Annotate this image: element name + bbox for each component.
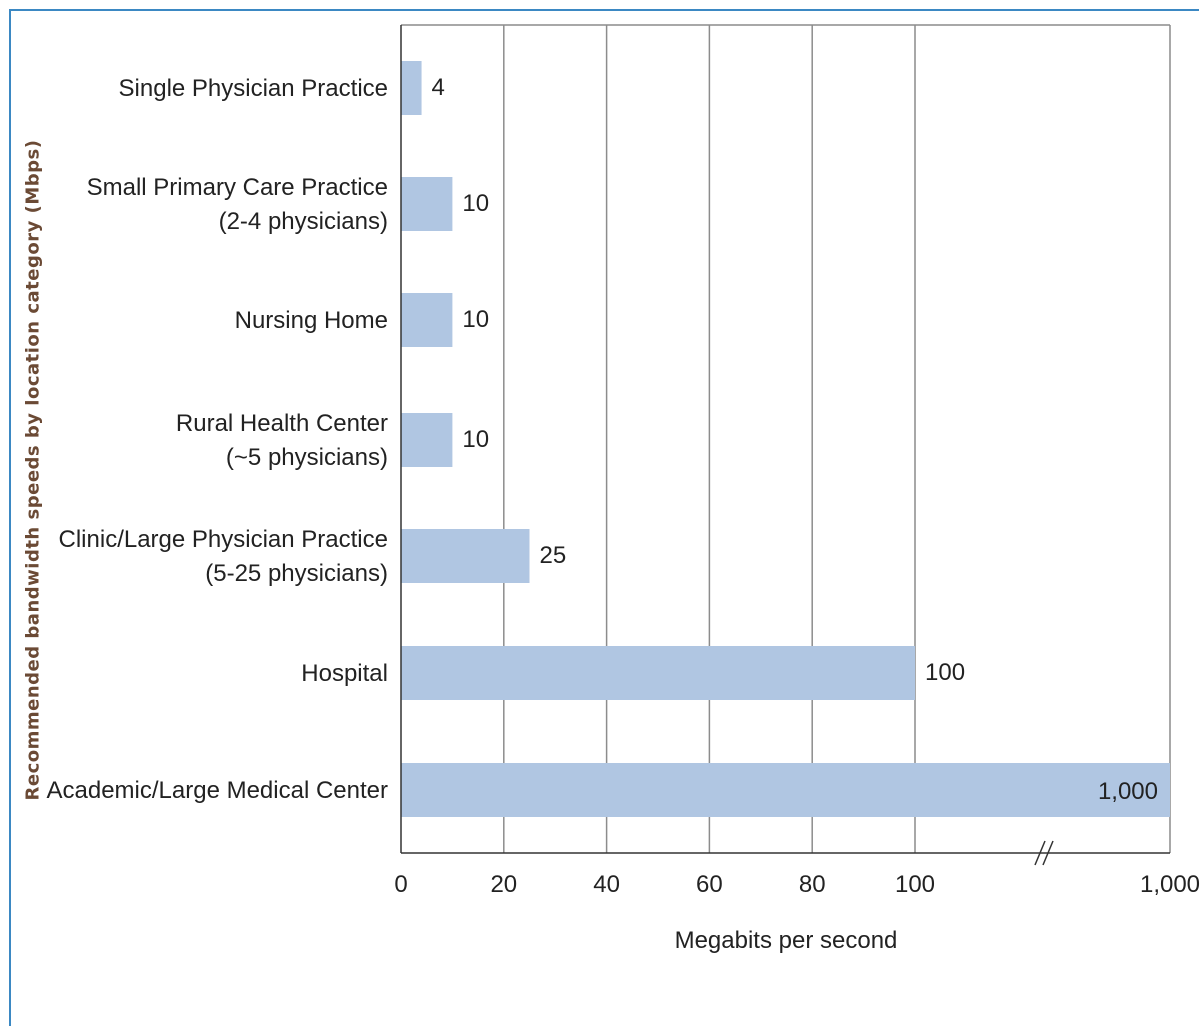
axis-break-mark — [1042, 840, 1054, 866]
category-label: Academic/Large Medical Center — [47, 777, 389, 804]
bar — [401, 763, 1170, 817]
bar-value-label: 1,000 — [1098, 778, 1158, 805]
category-label: Nursing Home — [235, 307, 388, 334]
bar-value-label: 10 — [462, 426, 489, 453]
bar-value-label: 25 — [540, 542, 567, 569]
bar — [401, 61, 422, 115]
bar — [401, 413, 453, 467]
x-tick-label: 80 — [799, 871, 826, 898]
bar — [401, 529, 530, 583]
bar-value-label: 100 — [925, 659, 965, 686]
category-label: Single Physician Practice — [119, 75, 388, 102]
category-label: Small Primary Care Practice — [87, 174, 388, 201]
x-tick-label: 100 — [895, 871, 935, 898]
bar-value-label: 10 — [462, 306, 489, 333]
chart-frame — [9, 9, 1199, 1026]
x-tick-label: 1,000 — [1140, 871, 1200, 898]
x-tick-label: 20 — [490, 871, 517, 898]
category-label: Clinic/Large Physician Practice — [59, 526, 388, 553]
x-axis-title: Megabits per second — [675, 927, 898, 954]
category-label: (5-25 physicians) — [205, 560, 388, 587]
bar — [401, 177, 453, 231]
axis-break-mark — [1034, 840, 1046, 866]
bar — [401, 646, 915, 700]
bar-value-label: 10 — [462, 190, 489, 217]
bar — [401, 293, 453, 347]
category-label: Hospital — [301, 660, 388, 687]
x-tick-label: 60 — [696, 871, 723, 898]
category-label: Rural Health Center — [176, 410, 388, 437]
x-tick-label: 40 — [593, 871, 620, 898]
category-label: (2-4 physicians) — [219, 208, 388, 235]
category-label: (~5 physicians) — [226, 444, 388, 471]
x-tick-label: 0 — [394, 871, 407, 898]
bar-value-label: 4 — [432, 74, 445, 101]
